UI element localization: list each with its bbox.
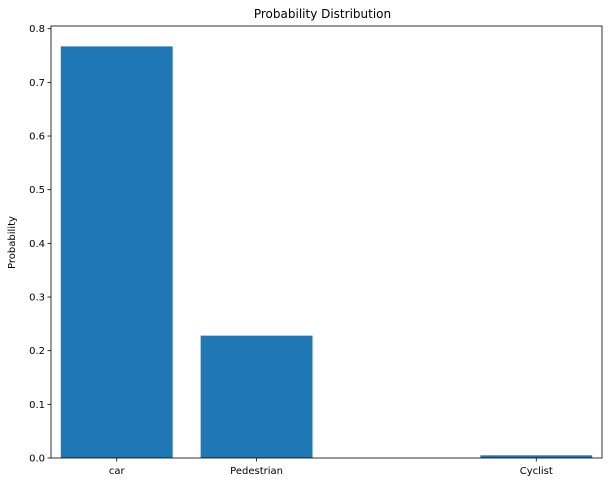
x-tick-label: Cyclist [520,466,553,477]
x-axis-ticks: car Pedestrian Cyclist [109,458,553,477]
bar-cyclist [480,455,593,458]
y-tick-label: 0.5 [29,185,45,196]
y-tick-label: 0.1 [29,400,45,411]
x-tick-label: Pedestrian [230,466,283,477]
y-tick-label: 0.0 [29,454,45,465]
y-tick-label: 0.6 [29,132,45,143]
chart-title: Probability Distribution [254,7,391,21]
bar-car [60,46,173,458]
bar-pedestrian [200,335,313,458]
y-tick-label: 0.8 [29,24,45,35]
y-tick-label: 0.4 [29,239,45,250]
y-axis-ticks: 0.0 0.1 0.2 0.3 0.4 0.5 0.6 0.7 0.8 [29,24,51,465]
plot-frame [50,25,603,459]
y-axis-label: Probability [7,216,18,269]
y-tick-label: 0.3 [29,293,45,304]
bars [60,46,593,458]
y-tick-label: 0.2 [29,346,45,357]
x-tick-label: car [109,466,126,477]
y-tick-label: 0.7 [29,78,45,89]
